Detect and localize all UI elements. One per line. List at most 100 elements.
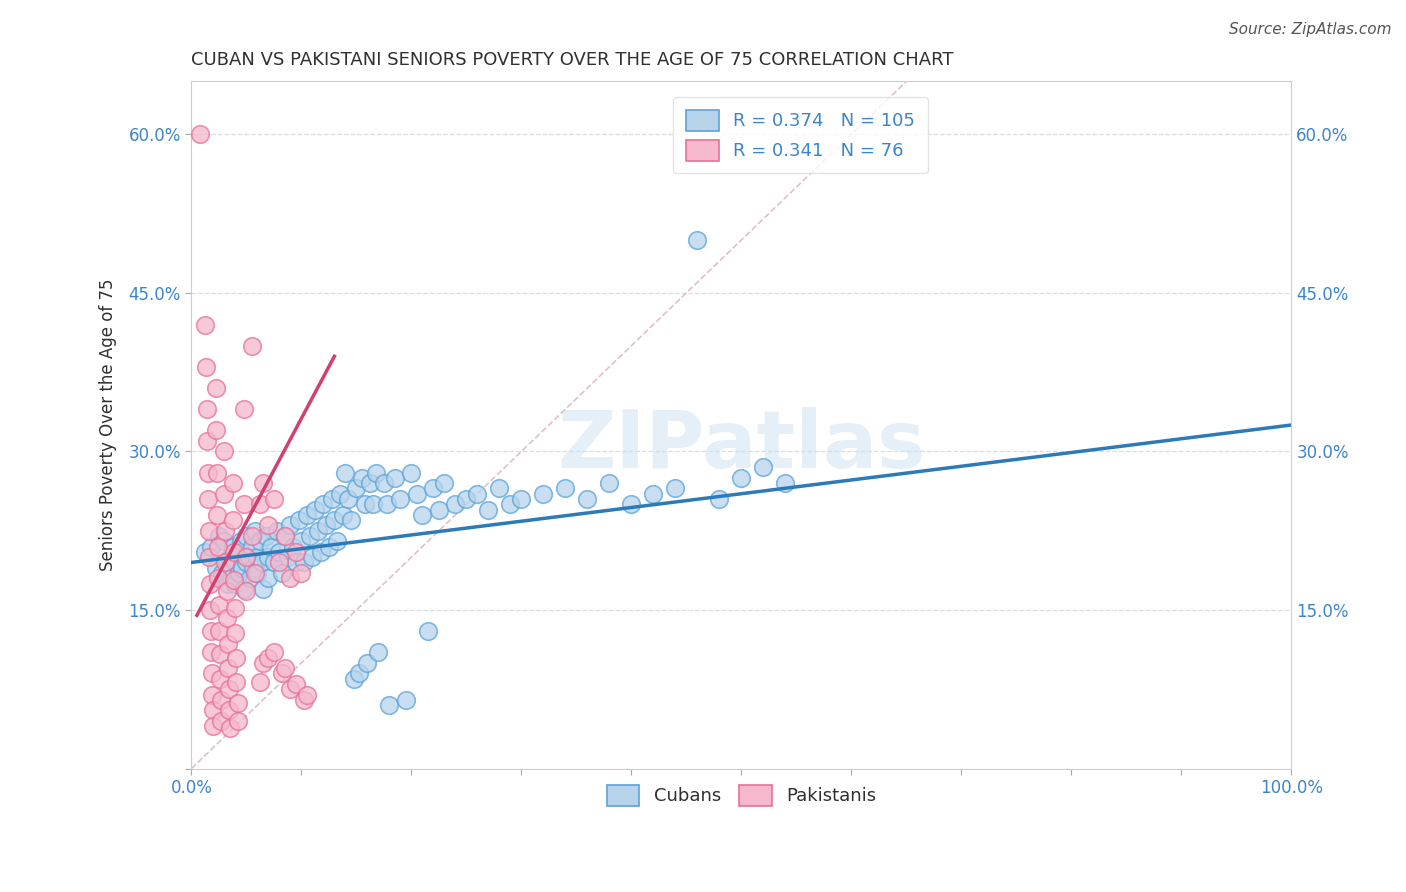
Point (224, 556, 246, 570)
Point (226, 714, 249, 728)
Point (208, 598, 231, 612)
Point (214, 524, 236, 538)
Point (361, 497, 384, 511)
Point (366, 466, 388, 480)
Point (214, 534, 236, 549)
Point (280, 518, 302, 533)
Point (309, 545, 332, 559)
Point (395, 693, 418, 707)
Point (208, 648, 231, 662)
Point (274, 529, 297, 543)
Point (205, 466, 228, 480)
Point (214, 487, 236, 501)
Point (301, 550, 323, 565)
Point (318, 540, 340, 554)
Point (280, 571, 302, 585)
Point (375, 497, 398, 511)
Point (239, 571, 262, 585)
Point (215, 611, 238, 625)
Point (202, 719, 225, 733)
Point (208, 529, 231, 543)
Point (209, 714, 232, 728)
Point (215, 556, 238, 570)
Point (347, 666, 370, 681)
Point (281, 540, 304, 554)
Point (249, 534, 271, 549)
Point (211, 566, 233, 580)
Point (224, 576, 246, 591)
Point (598, 476, 620, 491)
Point (280, 682, 302, 697)
Point (329, 487, 352, 501)
Point (340, 513, 363, 527)
Point (270, 566, 292, 580)
Point (200, 624, 222, 639)
Point (217, 637, 239, 651)
Point (510, 491, 533, 506)
Point (336, 491, 359, 506)
Point (231, 560, 253, 574)
Point (295, 688, 318, 702)
Point (488, 482, 510, 496)
Point (444, 497, 467, 511)
Point (233, 582, 256, 596)
Point (233, 402, 256, 417)
Point (456, 491, 478, 506)
Point (207, 571, 229, 585)
Point (284, 545, 307, 559)
Point (224, 574, 246, 588)
Point (245, 566, 267, 580)
Point (197, 491, 219, 506)
Point (325, 534, 347, 549)
Point (263, 556, 285, 570)
Point (350, 471, 373, 485)
Point (219, 550, 242, 565)
Point (235, 556, 257, 570)
Point (427, 502, 450, 516)
Text: Source: ZipAtlas.com: Source: ZipAtlas.com (1229, 22, 1392, 37)
Point (233, 497, 256, 511)
Point (312, 497, 335, 511)
Point (204, 423, 226, 437)
Point (200, 645, 222, 659)
Point (214, 556, 236, 570)
Point (299, 529, 322, 543)
Point (219, 571, 242, 585)
Point (222, 513, 245, 527)
Point (217, 661, 239, 675)
Point (389, 491, 412, 506)
Point (200, 540, 222, 554)
Point (204, 381, 226, 395)
Y-axis label: Seniors Poverty Over the Age of 75: Seniors Poverty Over the Age of 75 (100, 278, 117, 571)
Point (292, 556, 315, 570)
Point (214, 444, 236, 458)
Point (709, 491, 731, 506)
Point (226, 545, 249, 559)
Point (467, 487, 489, 501)
Point (321, 491, 343, 506)
Point (477, 502, 499, 516)
Point (224, 545, 246, 559)
Legend: Cubans, Pakistanis: Cubans, Pakistanis (598, 776, 886, 814)
Point (422, 482, 444, 496)
Point (249, 497, 271, 511)
Point (228, 566, 250, 580)
Point (373, 476, 395, 491)
Point (257, 550, 280, 565)
Point (198, 603, 221, 617)
Point (226, 696, 249, 710)
Point (295, 508, 318, 522)
Point (315, 518, 337, 533)
Point (225, 650, 247, 665)
Point (406, 487, 429, 501)
Point (198, 576, 221, 591)
Point (224, 601, 246, 615)
Point (240, 339, 263, 353)
Point (277, 550, 299, 565)
Point (367, 645, 389, 659)
Point (274, 529, 297, 543)
Point (207, 540, 229, 554)
Point (416, 624, 439, 639)
Point (576, 491, 599, 506)
Point (194, 545, 217, 559)
